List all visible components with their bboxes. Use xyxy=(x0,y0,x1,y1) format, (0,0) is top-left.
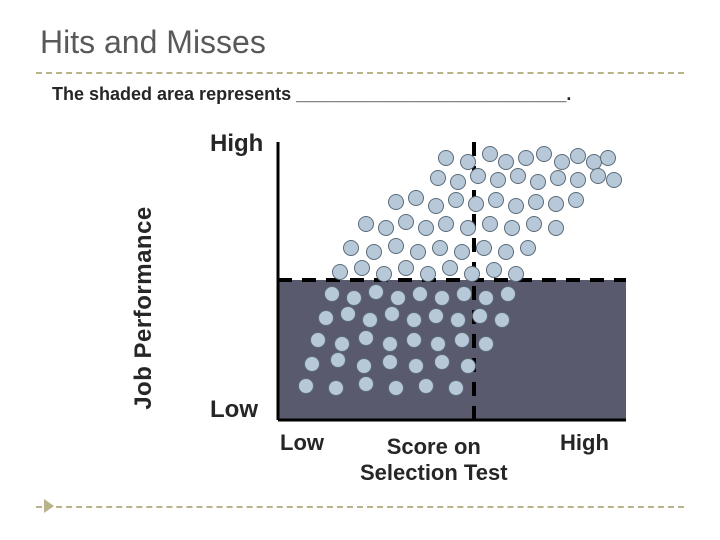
x-axis-low-label: Low xyxy=(280,430,324,456)
x-axis-high-label: High xyxy=(560,430,609,456)
chart-container: Job Performance High Low Low High Score … xyxy=(150,128,630,488)
scatter-plot xyxy=(206,128,626,428)
divider-bottom xyxy=(36,506,684,508)
slide-title: Hits and Misses xyxy=(40,24,266,61)
x-axis-label: Score on Selection Test xyxy=(360,434,508,487)
divider-top xyxy=(36,72,684,74)
subtitle-text: The shaded area represents _____________… xyxy=(52,84,571,105)
x-axis-label-line2: Selection Test xyxy=(360,460,508,485)
x-axis-label-line1: Score on xyxy=(387,434,481,459)
bullet-marker-icon xyxy=(44,499,54,513)
y-axis-label: Job Performance xyxy=(130,206,158,410)
